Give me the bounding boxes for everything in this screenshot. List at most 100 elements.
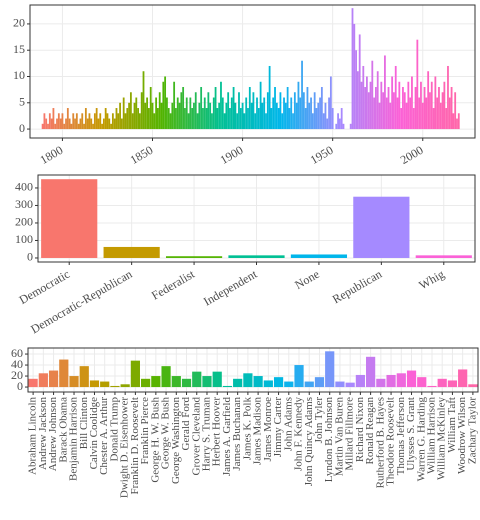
bar — [184, 108, 186, 130]
bar — [161, 366, 171, 388]
x-tick-label: Richard Nixon — [354, 397, 366, 463]
bar — [93, 113, 96, 130]
x-tick-label: Millard Fillmore — [344, 397, 356, 471]
bar — [252, 92, 255, 130]
bar — [385, 97, 388, 130]
bar — [99, 113, 102, 130]
bar — [92, 123, 94, 130]
bar — [265, 113, 267, 130]
bar — [364, 87, 367, 130]
x-tick-label: Franklin D. Roosevelt — [129, 397, 141, 494]
bar — [181, 378, 192, 388]
bar — [221, 97, 224, 130]
bar — [70, 123, 73, 130]
y-tick-label: 40 — [11, 357, 23, 371]
bar — [328, 97, 330, 130]
bar — [63, 123, 66, 130]
x-tick-label: James Madison — [252, 397, 264, 466]
x-tick-label: William Taft — [446, 397, 458, 453]
y-tick-label: 15 — [13, 42, 25, 56]
bar — [120, 384, 130, 388]
x-tick-label: Calvin Coolidge — [88, 397, 100, 470]
bar — [41, 179, 98, 258]
bar — [457, 113, 460, 130]
bar — [317, 102, 320, 130]
bar — [313, 92, 316, 130]
bar — [61, 113, 64, 130]
y-tick-label: 300 — [15, 197, 33, 211]
bar — [468, 384, 478, 388]
x-tick-label: John Quincy Adams — [303, 397, 315, 486]
bar — [216, 108, 219, 130]
bar — [57, 113, 60, 130]
bar — [261, 102, 264, 130]
bar — [340, 108, 343, 130]
bar — [373, 97, 376, 130]
bar — [110, 123, 112, 130]
x-tick-label: Ulysses S. Grant — [405, 397, 417, 471]
y-tick-label: 400 — [15, 180, 33, 194]
bar — [211, 113, 213, 130]
bar — [79, 366, 89, 388]
bar — [375, 87, 377, 130]
bar — [432, 108, 435, 130]
bar — [288, 108, 291, 130]
bar — [387, 87, 390, 130]
bar — [272, 97, 275, 130]
bar — [157, 108, 159, 130]
bar — [95, 108, 98, 130]
bar — [297, 81, 300, 130]
x-tick-label: Woodrow Wilson — [456, 397, 468, 474]
bar — [148, 108, 150, 130]
bar — [277, 108, 280, 130]
bar — [386, 374, 396, 388]
bar — [250, 102, 253, 130]
x-tick-label: Grover Cleveland — [190, 397, 202, 476]
x-tick-label: Andrew Jackson — [37, 397, 49, 471]
bar — [162, 81, 165, 130]
bar — [185, 97, 188, 130]
bar — [187, 113, 190, 130]
x-tick-label: Gerald Ford — [180, 397, 192, 451]
x-tick-label: Benjamin Harrison — [68, 397, 80, 482]
x-tick-label: Democratic — [17, 267, 72, 307]
bar — [245, 97, 248, 130]
bar — [349, 123, 352, 130]
bar — [54, 123, 57, 130]
x-tick-label: George H. W. Bush — [149, 397, 161, 483]
bar — [398, 81, 401, 130]
bar — [353, 196, 410, 258]
bar — [77, 123, 80, 130]
x-tick-label: Warren G. Harding — [415, 397, 427, 482]
bar — [59, 359, 69, 388]
bar — [358, 34, 361, 130]
bar — [66, 108, 69, 130]
bar — [233, 378, 243, 388]
bar — [141, 378, 151, 388]
bar — [437, 378, 447, 388]
bar — [439, 102, 442, 130]
x-tick-label: Martin Van Buren — [333, 397, 345, 477]
bar — [164, 76, 167, 130]
bar — [415, 255, 472, 258]
bar — [222, 385, 233, 388]
bar — [360, 81, 363, 130]
y-tick-label: 200 — [15, 215, 33, 229]
bar — [427, 71, 430, 130]
bar — [129, 92, 132, 130]
bar — [47, 123, 49, 130]
bar — [122, 97, 125, 130]
x-tick-label: Dwight D. Eisenhower — [119, 397, 131, 498]
bar — [295, 102, 298, 130]
bar — [119, 102, 121, 130]
bar — [192, 371, 202, 388]
bar — [412, 108, 415, 130]
x-tick-label: Abraham Lincoln — [27, 397, 39, 475]
bar — [304, 108, 307, 130]
bar — [38, 373, 48, 388]
bar — [153, 113, 156, 130]
bar — [376, 378, 386, 388]
bar — [366, 356, 376, 388]
bar — [337, 113, 339, 130]
bar — [376, 71, 379, 130]
